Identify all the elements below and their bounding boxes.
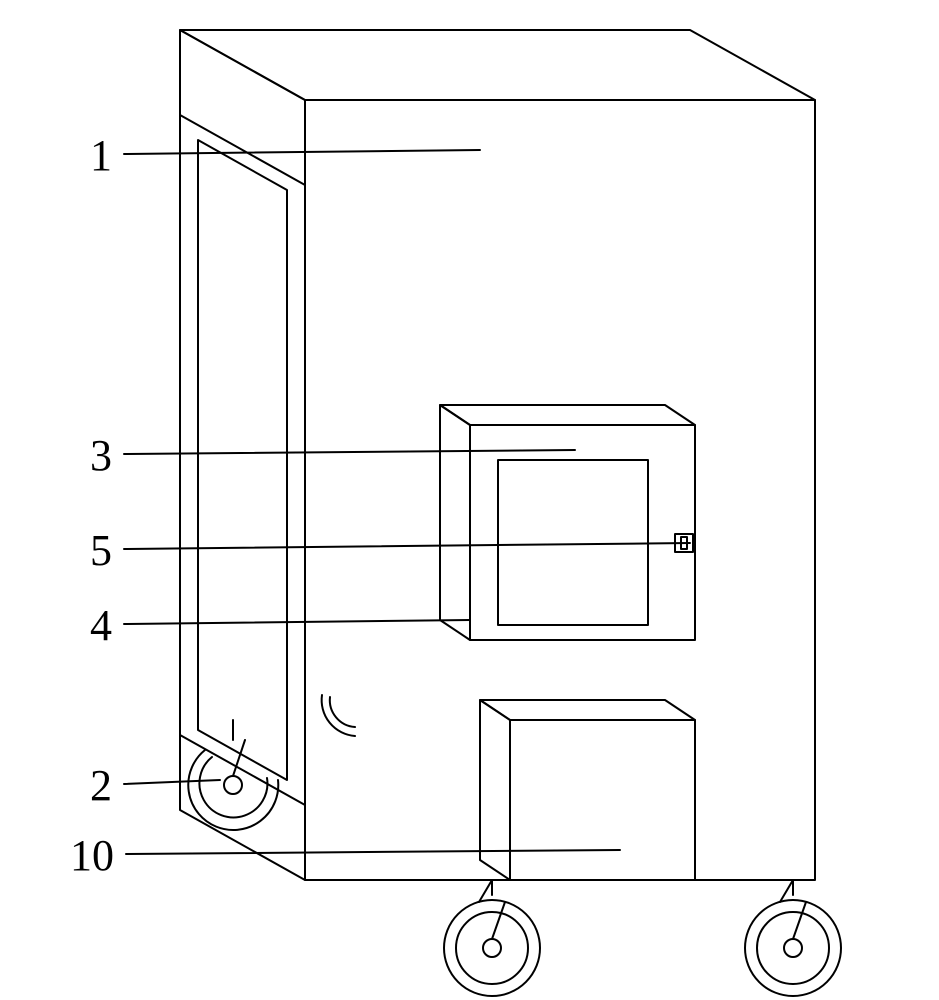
callout-leaders (124, 150, 690, 854)
lower-panel-top (480, 700, 695, 720)
callout-label-10: 10 (70, 830, 114, 881)
leader-line-3 (124, 450, 575, 454)
leader-line-4 (124, 620, 470, 624)
leader-line-1 (124, 150, 480, 154)
wheel-front-left (188, 720, 278, 830)
upper-panel-top (440, 405, 695, 425)
box-top-face (180, 30, 815, 100)
lower-panel-left (480, 700, 510, 880)
box-front-face (305, 100, 815, 880)
callout-label-3: 3 (90, 430, 112, 481)
leader-line-10 (126, 850, 620, 854)
technical-diagram (0, 0, 939, 1000)
wheel-front-far (745, 880, 841, 996)
callout-label-1: 1 (90, 130, 112, 181)
side-opening-inner (198, 140, 287, 780)
upper-panel-front (470, 425, 695, 640)
upper-panel-left (440, 405, 470, 640)
leader-line-2 (124, 780, 220, 784)
upper-panel-screen (498, 460, 648, 625)
leader-line-5 (124, 543, 690, 549)
callout-label-5: 5 (90, 525, 112, 576)
wheel-front-near (444, 880, 540, 996)
lower-panel-front (510, 720, 695, 880)
callout-label-4: 4 (90, 600, 112, 651)
wheel-back-left (322, 695, 355, 736)
callout-label-2: 2 (90, 760, 112, 811)
